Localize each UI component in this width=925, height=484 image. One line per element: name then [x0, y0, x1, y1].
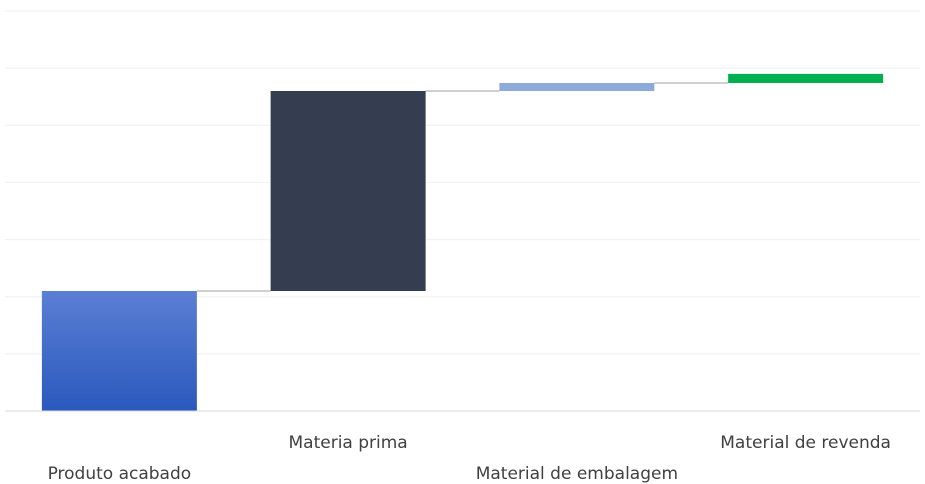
bar-produto-acabado: [41, 291, 197, 411]
bar-material-de-revenda: [728, 73, 884, 83]
bars: [41, 73, 884, 411]
category-labels: Produto acabado Materia prima Material de …: [48, 433, 891, 484]
bar-material-de-embalagem: [499, 83, 655, 91]
bar-materia-prima: [270, 91, 426, 291]
category-label: Produto acabado: [48, 464, 192, 484]
category-label: Materia prima: [289, 433, 408, 453]
category-label: Material de embalagem: [476, 464, 678, 484]
category-label: Material de revenda: [720, 433, 891, 453]
connector-lines: [196, 82, 729, 292]
